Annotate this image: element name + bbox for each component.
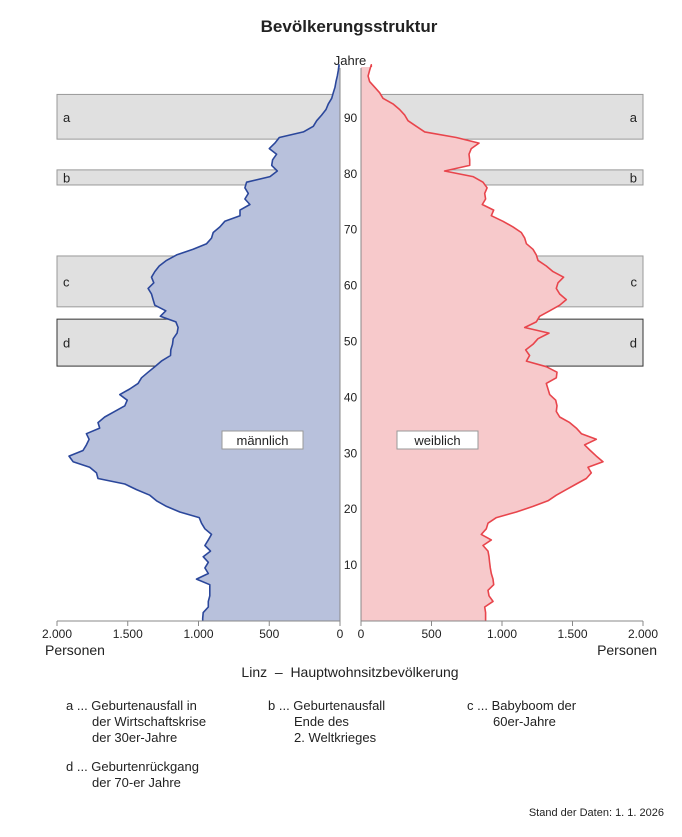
annotation-label-a-left: a (63, 110, 71, 125)
note-a-line: Geburtenausfall in (91, 698, 197, 713)
note-d: d ... Geburtenrückgang der 70-er Jahre (66, 759, 199, 791)
x-tick-label-right: 500 (421, 627, 441, 641)
series-area-right (361, 64, 603, 622)
annotation-label-d-left: d (63, 336, 70, 351)
x-tick-label-left: 1.000 (183, 627, 213, 641)
annotation-label-d-right: d (630, 336, 637, 351)
x-tick-label-left: 500 (259, 627, 279, 641)
note-a-line: der 30er-Jahre (92, 730, 178, 745)
note-a-key: a ... (66, 698, 92, 713)
note-b-key: b ... (268, 698, 294, 713)
x-tick-label-left: 1.500 (113, 627, 143, 641)
note-d-key: d ... (66, 759, 92, 774)
note-a: a ... Geburtenausfall in der Wirtschaftsk… (66, 698, 206, 746)
annotation-label-b-right: b (630, 170, 637, 185)
chart-subtitle: Linz – Hauptwohnsitzbevölkerung (241, 664, 458, 680)
note-b-line: Geburtenausfall (293, 698, 386, 713)
legend-male-box (221, 430, 304, 450)
legend-female-box (396, 430, 479, 450)
legend-male-label: männlich (236, 433, 288, 448)
x-tick-label-right: 1.000 (487, 627, 517, 641)
series-line-right (367, 64, 604, 621)
y-tick-label: 50 (344, 335, 358, 349)
y-tick-label: 60 (344, 279, 358, 293)
note-d-line: Geburtenrückgang (91, 759, 199, 774)
y-tick-label: 40 (344, 390, 358, 404)
series-area-left (69, 64, 340, 622)
note-d-line: der 70-er Jahre (92, 775, 181, 790)
footer-data-date: Stand der Daten: 1. 1. 2026 (529, 807, 664, 819)
x-tick-label-right: 0 (358, 627, 365, 641)
note-b-line: 2. Weltkrieges (294, 730, 377, 745)
y-tick-label: 80 (344, 167, 358, 181)
chart-title: Bevölkerungsstruktur (261, 17, 438, 36)
x-axis-label-left: Personen (45, 642, 105, 658)
note-b: b ... Geburtenausfall Ende des 2. Weltkrie… (268, 698, 385, 746)
annotation-label-b-left: b (63, 170, 70, 185)
series-line-left (68, 64, 340, 621)
x-tick-label-right: 1.500 (557, 627, 587, 641)
x-tick-label-left: 2.000 (42, 627, 72, 641)
annotation-label-c-right: c (631, 274, 638, 289)
y-tick-label: 20 (344, 502, 358, 516)
note-c-line: 60er-Jahre (493, 714, 556, 729)
legend-female-label: weiblich (413, 433, 460, 448)
annotation-label-a-right: a (630, 110, 638, 125)
note-a-line: der Wirtschaftskrise (92, 714, 207, 729)
note-c-line: Babyboom der (491, 698, 577, 713)
annotation-label-c-left: c (63, 274, 70, 289)
y-axis-label: Jahre (334, 53, 367, 68)
y-tick-label: 90 (344, 111, 358, 125)
x-tick-label-left: 0 (337, 627, 344, 641)
note-b-line: Ende des (294, 714, 349, 729)
note-c-key: c ... (467, 698, 492, 713)
note-c: c ... Babyboom der 60er-Jahre (467, 698, 576, 730)
y-tick-label: 70 (344, 223, 358, 237)
x-tick-label-right: 2.000 (628, 627, 658, 641)
y-tick-label: 10 (344, 558, 358, 572)
y-tick-label: 30 (344, 446, 358, 460)
annotation-box-a-left (56, 93, 341, 140)
x-axis-label-right: Personen (597, 642, 657, 658)
